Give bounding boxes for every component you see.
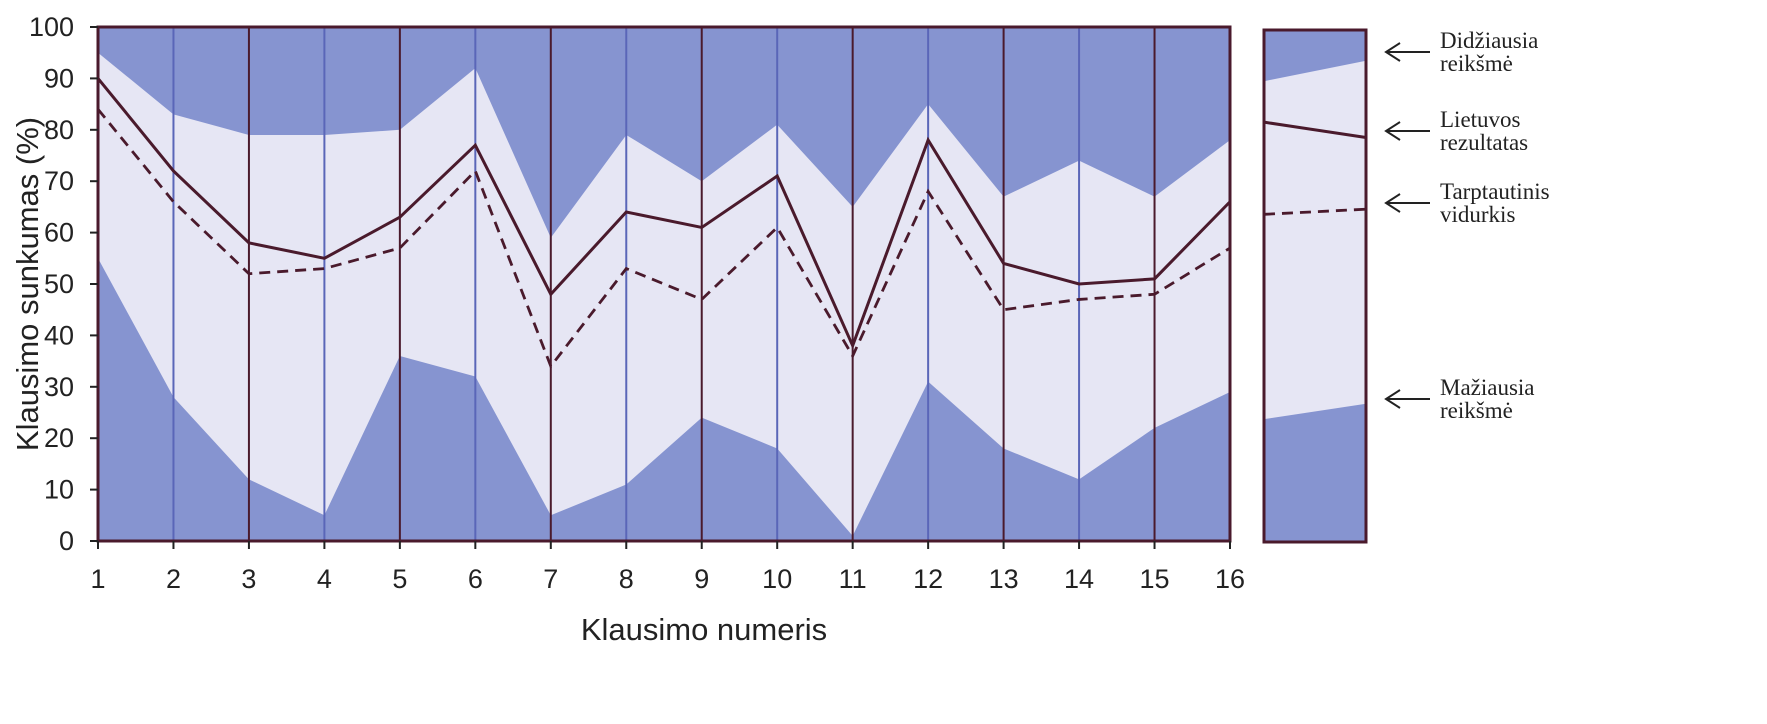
x-tick-label: 10 — [762, 564, 792, 594]
x-tick-label: 5 — [392, 564, 407, 594]
y-axis-title: Klausimo sunkumas (%) — [10, 117, 45, 451]
legend-arrow-head — [1384, 193, 1401, 213]
x-tick-label: 2 — [166, 564, 181, 594]
y-tick-label: 60 — [44, 218, 74, 248]
y-tick-label: 80 — [44, 115, 74, 145]
x-axis-title: Klausimo numeris — [581, 612, 827, 647]
legend-arrow-head — [1384, 42, 1401, 62]
legend-label-min: reikšmė — [1440, 398, 1513, 423]
x-tick-label: 9 — [694, 564, 709, 594]
legend-label-international: Tarptautinis — [1440, 179, 1550, 204]
x-tick-label: 15 — [1140, 564, 1170, 594]
y-tick-label: 70 — [44, 166, 74, 196]
y-tick-label: 0 — [59, 526, 74, 556]
legend-label-lithuania: rezultatas — [1440, 130, 1528, 155]
x-tick-label: 7 — [543, 564, 558, 594]
x-tick-label: 8 — [619, 564, 634, 594]
x-tick-label: 11 — [839, 564, 867, 594]
legend-line-lithuania — [1263, 120, 1367, 140]
y-tick-label: 40 — [44, 320, 74, 350]
x-tick-label: 3 — [241, 564, 256, 594]
x-tick-label: 14 — [1064, 564, 1094, 594]
y-tick-label: 50 — [44, 269, 74, 299]
y-tick-label: 10 — [44, 475, 74, 505]
y-tick-label: 20 — [44, 423, 74, 453]
y-tick-label: 30 — [44, 372, 74, 402]
legend-arrow-head — [1384, 389, 1401, 409]
plot-area — [96, 25, 1232, 543]
legend-label-lithuania: Lietuvos — [1440, 107, 1521, 132]
x-tick-label: 6 — [468, 564, 483, 594]
legend-frame — [1262, 28, 1368, 544]
legend-label-international: vidurkis — [1440, 202, 1515, 227]
legend-range-band — [1264, 60, 1366, 420]
x-tick-label: 16 — [1215, 564, 1245, 594]
x-tick-label: 4 — [317, 564, 332, 594]
series-line-lithuania — [96, 77, 1232, 350]
x-tick-label: 12 — [913, 564, 943, 594]
x-tick-label: 13 — [989, 564, 1019, 594]
y-tick-label: 90 — [44, 63, 74, 93]
y-tick-label: 100 — [29, 12, 74, 42]
legend-label-min: Mažiausia — [1440, 375, 1535, 400]
legend-label-max: reikšmė — [1440, 51, 1513, 76]
legend-arrow-head — [1384, 121, 1401, 141]
series-line-international — [96, 108, 1231, 370]
legend-label-max: Didžiausia — [1440, 28, 1538, 53]
legend: DidžiausiareikšmėLietuvosrezultatasTarpt… — [1262, 28, 1550, 544]
x-tick-label: 1 — [90, 564, 105, 594]
